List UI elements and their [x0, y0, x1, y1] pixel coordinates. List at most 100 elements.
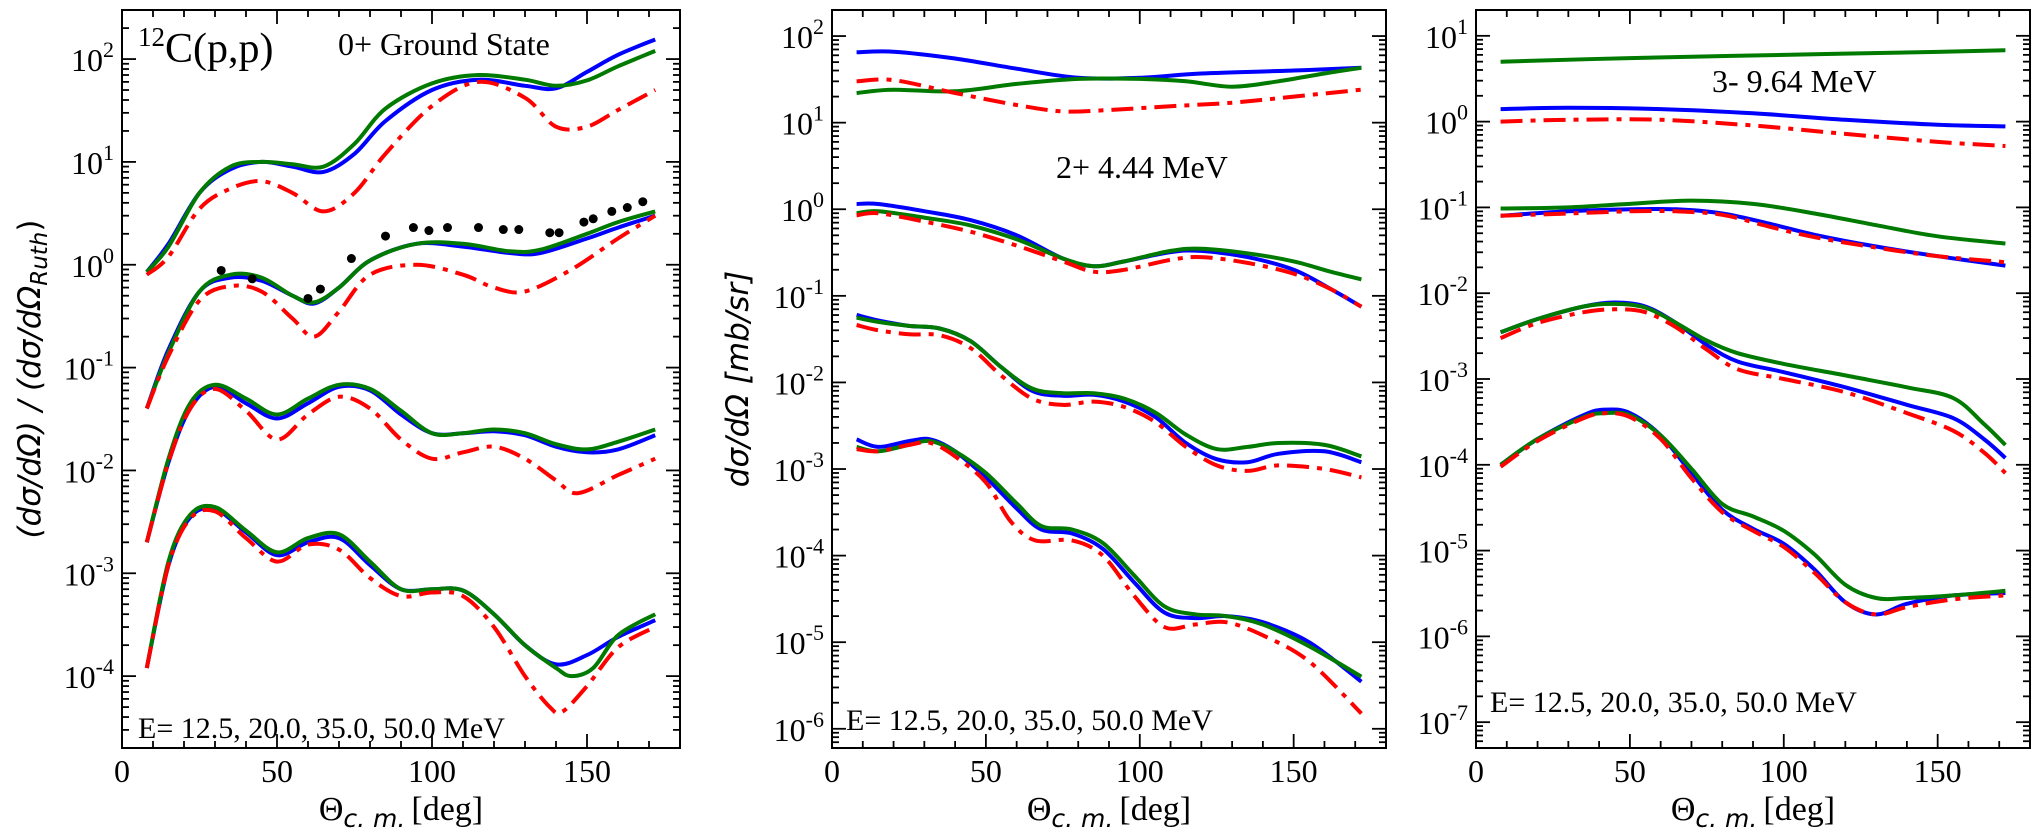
data-point [498, 225, 508, 235]
series-green_E1 [1500, 48, 2006, 64]
series-red_E2 [1500, 209, 2006, 265]
state-label: 0+ Ground State [338, 26, 550, 62]
panel-curves [144, 37, 657, 716]
y-tick-labels: 102 101 100 10-1 10-2 10-3 10-4 10-5 10-6 [774, 14, 824, 748]
data-point [622, 203, 632, 213]
series-blue_E2 [144, 213, 656, 410]
y-axis-label: (dσ/dΩ) / (dσ/dΩRuth) [12, 220, 53, 539]
y-tick-label: 102 [71, 37, 114, 78]
y-tick-label: 10-6 [1418, 614, 1468, 655]
x-tick-label: 150 [1270, 753, 1318, 789]
data-point [303, 293, 313, 303]
axis-ticks [831, 9, 1387, 749]
x-axis-label: Θc. m. [deg] [1027, 791, 1191, 833]
y-tick-label: 10-3 [774, 447, 824, 488]
data-point [247, 274, 257, 284]
y-tick-labels: 102 101 100 10-1 10-2 10-3 10-4 [64, 37, 114, 695]
series-blue_E2 [1500, 206, 2006, 268]
y-tick-label: 100 [781, 187, 824, 228]
energy-label: E= 12.5, 20.0, 35.0, 50.0 MeV [846, 704, 1213, 737]
series-blue_E1 [1500, 105, 2006, 129]
panel-title: 12C(p,p) [138, 22, 274, 72]
series-green_E3 [144, 382, 656, 543]
y-tick-label: 10-4 [774, 534, 824, 575]
y-tick-label: 101 [781, 101, 824, 142]
axis-ticks [121, 9, 681, 749]
x-axis-label: Θc. m. [deg] [1671, 791, 1835, 833]
state-label: 2+ 4.44 MeV [1056, 149, 1228, 185]
x-tick-label: 0 [824, 753, 840, 789]
series-green_E1 [145, 49, 656, 274]
data-point [346, 254, 356, 264]
y-tick-label: 101 [71, 140, 114, 181]
series-red_E1 [1500, 117, 2006, 148]
series-red_E1 [856, 77, 1362, 114]
panel-3minus-state: 0 50 100 150 101 100 10-1 10-2 10-3 10-4 10-5 10-6… [1418, 9, 2031, 833]
series-green_E2 [856, 209, 1362, 282]
panel-curves [855, 49, 1363, 715]
data-point [381, 231, 390, 241]
data-point [545, 228, 555, 238]
series-red_E2 [144, 213, 657, 410]
y-tick-label: 10-1 [64, 346, 114, 387]
x-tick-label: 150 [563, 753, 611, 789]
data-point [216, 265, 226, 275]
y-tick-labels: 101 100 10-1 10-2 10-3 10-4 10-5 10-6 10-7 [1418, 14, 1468, 741]
data-point [474, 223, 483, 233]
x-tick-label: 50 [261, 753, 293, 789]
series-red_E2 [856, 210, 1363, 309]
y-tick-label: 10-6 [774, 707, 824, 748]
series-green_E2 [1500, 198, 2006, 246]
data-point [424, 226, 434, 236]
state-label: 3- 9.64 MeV [1712, 63, 1876, 99]
x-axis-label: Θc. m. [deg] [319, 791, 483, 833]
y-axis-label: dσ/dΩ [mb/sr] [720, 271, 756, 487]
data-point [443, 223, 452, 233]
x-tick-labels: 0 50 100 150 [114, 753, 611, 789]
series-green_E2 [144, 209, 656, 410]
y-tick-label: 10-2 [64, 448, 114, 489]
y-tick-label: 10-3 [1418, 357, 1468, 398]
data-point [607, 206, 617, 216]
y-tick-label: 10-1 [1418, 185, 1468, 226]
y-tick-label: 10-4 [64, 654, 114, 695]
x-tick-label: 50 [970, 753, 1002, 789]
data-point [588, 214, 598, 224]
series-red_E3 [1499, 307, 2007, 475]
y-tick-label: 101 [1425, 14, 1468, 55]
x-tick-label: 100 [1116, 753, 1164, 789]
panel-curves [1499, 48, 2007, 617]
data-point [638, 197, 648, 207]
axis-ticks [1475, 9, 2031, 749]
y-tick-label: 10-2 [774, 360, 824, 401]
y-tick-label: 10-4 [1418, 443, 1468, 484]
x-tick-labels: 0 50 100 150 [824, 753, 1318, 789]
y-tick-label: 10-5 [774, 620, 824, 661]
series-green_E3 [1499, 301, 2007, 447]
y-tick-label: 102 [781, 14, 824, 55]
y-tick-label: 100 [71, 243, 114, 284]
series-red_E4 [856, 440, 1363, 715]
series-red_E1 [145, 79, 657, 277]
panel-ground-state: 0 50 100 150 102 101 100 10-1 10-2 10-3 10-4 12C(… [12, 9, 681, 833]
energy-label: E= 12.5, 20.0, 35.0, 50.0 MeV [1490, 686, 1857, 719]
panel-2plus-state: 0 50 100 150 10210110010-110-210-310-410-51… [720, 9, 1387, 833]
series-green_E4 [144, 503, 657, 679]
x-tick-label: 0 [1468, 753, 1484, 789]
x-tick-label: 0 [114, 753, 130, 789]
x-tick-labels: 0 50 100 150 [1468, 753, 1962, 789]
series-red_E4 [1499, 411, 2006, 617]
series-green_E4 [856, 438, 1363, 679]
series-red_E4 [144, 507, 657, 716]
data-point [514, 225, 524, 235]
x-tick-label: 100 [1760, 753, 1808, 789]
x-tick-label: 50 [1614, 753, 1646, 789]
x-tick-label: 100 [408, 753, 456, 789]
x-tick-label: 150 [1914, 753, 1962, 789]
series-green_E4 [1499, 410, 2006, 602]
y-tick-label: 10-3 [64, 551, 114, 592]
y-tick-label: 10-7 [1418, 700, 1468, 741]
series-blue_E4 [1499, 407, 2006, 617]
experimental-points [216, 197, 648, 303]
